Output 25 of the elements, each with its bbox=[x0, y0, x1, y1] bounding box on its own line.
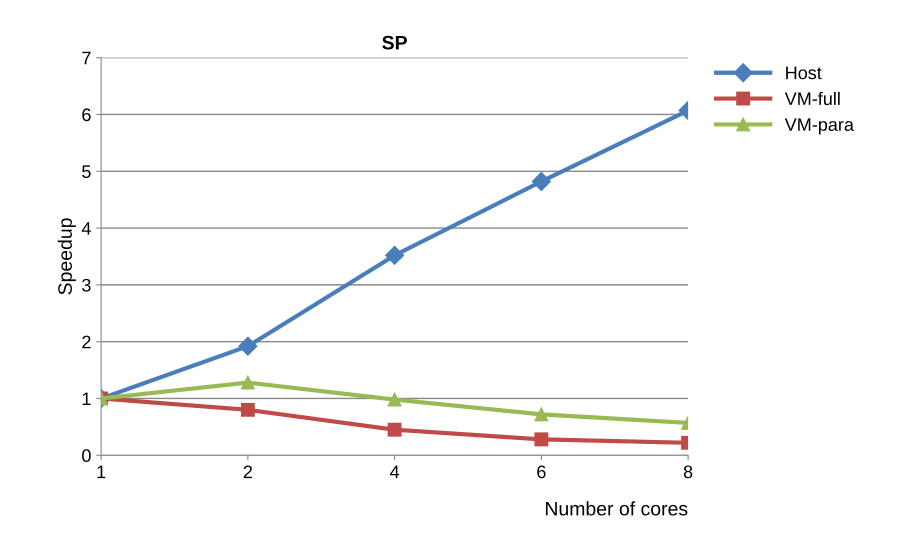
y-tick-label: 1 bbox=[82, 392, 91, 406]
point bbox=[388, 392, 402, 407]
y-axis-title: Speedup bbox=[58, 218, 76, 295]
y-tick-label: 0 bbox=[82, 449, 91, 462]
x-tick-label: 1 bbox=[97, 466, 106, 478]
x-axis-title: Number of cores bbox=[546, 501, 688, 516]
x-tick-label: 2 bbox=[244, 465, 252, 478]
point bbox=[534, 407, 548, 422]
x-tick-label: 8 bbox=[684, 465, 692, 478]
y-tick-label: 6 bbox=[82, 108, 91, 122]
y-tick-label: 3 bbox=[82, 278, 91, 292]
y-tick-label: 7 bbox=[82, 52, 91, 64]
x-tick-label: 6 bbox=[537, 465, 546, 478]
point bbox=[388, 422, 402, 437]
chart-title: SP bbox=[382, 36, 407, 50]
y-tick-label: 4 bbox=[82, 222, 91, 235]
legend-label: VM-para bbox=[784, 118, 854, 135]
point bbox=[532, 172, 551, 192]
x-tick-label: 4 bbox=[390, 466, 400, 478]
y-tick-label: 2 bbox=[82, 336, 91, 348]
point bbox=[534, 432, 548, 446]
legend-label: VM-full bbox=[784, 92, 840, 106]
point bbox=[385, 246, 404, 265]
y-tick-label: 5 bbox=[82, 165, 91, 178]
legend-label: Host bbox=[786, 66, 822, 80]
